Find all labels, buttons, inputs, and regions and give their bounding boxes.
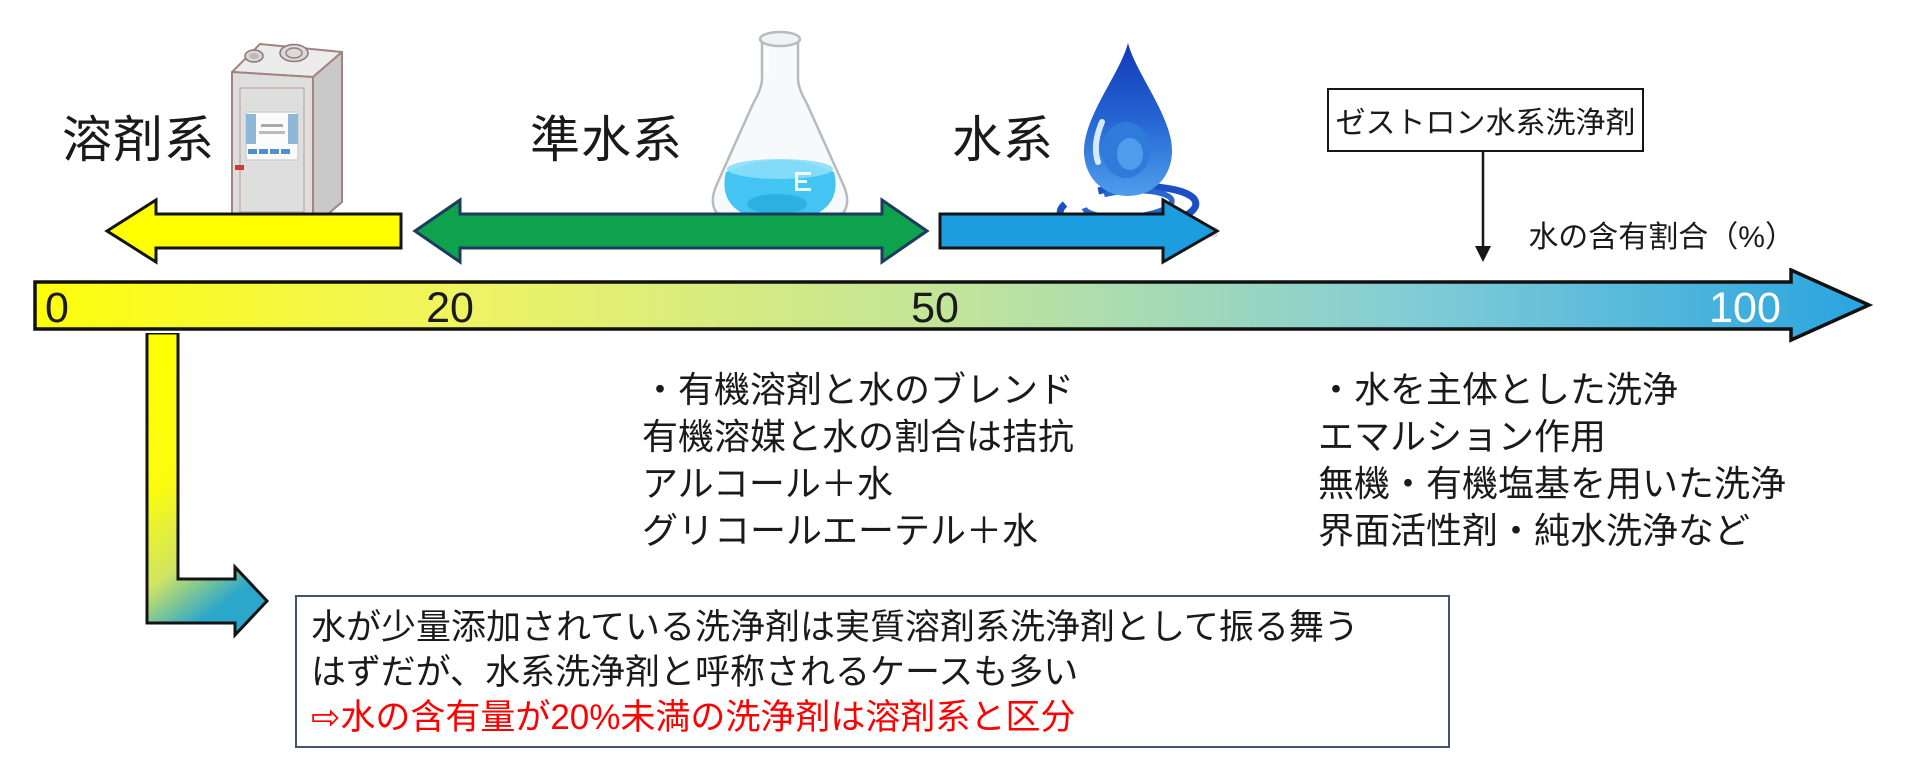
semi-aqueous-range-arrow	[412, 197, 930, 265]
label-solvent-type: 溶剤系	[62, 112, 215, 168]
note-line: 無機・有機塩基を用いた洗浄	[1318, 463, 1787, 504]
semi-aqueous-notes: ・有機溶剤と水のブレンド 有機溶媒と水の割合は拮抗 アルコール＋水 グリコールエ…	[642, 366, 1074, 554]
axis-title: 水の含有割合（%）	[1528, 221, 1795, 254]
flask-icon	[711, 30, 849, 227]
axis-tick-100: 100	[1709, 284, 1781, 332]
note-line: エマルション作用	[1318, 416, 1607, 457]
solvent-can-icon	[231, 43, 343, 228]
label-aqueous-type: 水系	[952, 112, 1054, 168]
note-line: 有機溶媒と水の割合は拮抗	[642, 416, 1075, 457]
aqueous-range-arrow	[938, 197, 1220, 265]
callout-pointer-arrow	[1475, 150, 1491, 262]
note-line: 水が少量添加されている洗浄剤は実質溶剤系洗浄剤として振る舞う	[311, 608, 1359, 647]
note-line: 界面活性剤・純水洗浄など	[1318, 510, 1751, 551]
note-line: グリコールエーテル＋水	[642, 510, 1039, 551]
note-line-highlight: ⇨水の含有量が20%未満の洗浄剤は溶剤系と区分	[311, 698, 1076, 737]
axis-tick-50: 50	[911, 284, 959, 332]
note-line: はずだが、水系洗浄剤と呼称されるケースも多い	[311, 653, 1079, 692]
classification-bent-arrow	[145, 333, 270, 639]
note-line: ・有機溶剤と水のブレンド	[642, 369, 1075, 410]
note-line: アルコール＋水	[642, 463, 893, 504]
aqueous-notes: ・水を主体とした洗浄 エマルション作用 無機・有機塩基を用いた洗浄 界面活性剤・…	[1318, 366, 1786, 554]
water-content-axis	[33, 268, 1873, 343]
axis-tick-0: 0	[45, 284, 69, 332]
zestron-callout-box: ゼストロン水系洗浄剤	[1327, 88, 1644, 152]
zestron-callout-label: ゼストロン水系洗浄剤	[1335, 107, 1636, 140]
label-semi-aqueous-type: 準水系	[530, 112, 683, 168]
note-line: ・水を主体とした洗浄	[1318, 369, 1679, 410]
classification-note-box: 水が少量添加されている洗浄剤は実質溶剤系洗浄剤として振る舞う はずだが、水系洗浄…	[295, 595, 1450, 748]
axis-tick-20: 20	[426, 284, 474, 332]
solvent-range-arrow	[104, 197, 403, 265]
